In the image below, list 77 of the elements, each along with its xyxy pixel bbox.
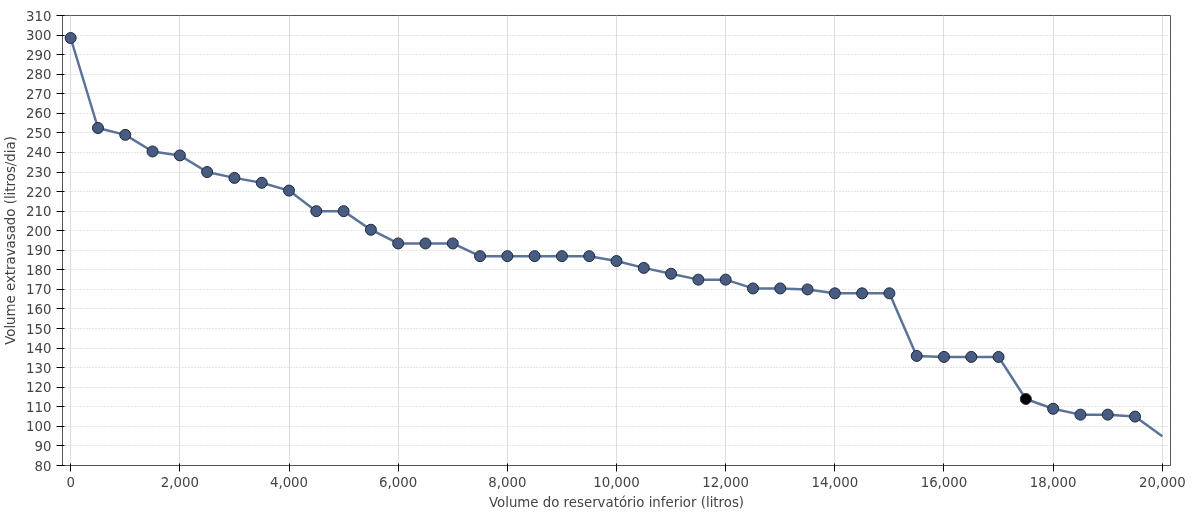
point: [419, 237, 432, 250]
y-tick-label: 170: [26, 282, 52, 298]
y-tick-label: 110: [26, 399, 52, 415]
point: [119, 128, 132, 141]
y-tick-label: 190: [26, 243, 52, 259]
point: [283, 184, 296, 197]
y-tick-label: 130: [26, 360, 52, 376]
y-tick-label: 220: [26, 184, 52, 200]
y-tick-label: 310: [26, 8, 52, 24]
point: [474, 250, 487, 263]
point: [173, 149, 186, 162]
y-tick-label: 300: [26, 28, 52, 44]
point: [1019, 392, 1032, 405]
x-axis-title: Volume do reservatório inferior (litros): [488, 494, 745, 510]
y-tick-label: 260: [26, 106, 52, 122]
point: [337, 205, 350, 218]
x-tick-label: 10,000: [593, 474, 640, 490]
point: [501, 250, 514, 263]
y-axis-title: Volume extravasado (litros/dia): [3, 136, 19, 345]
point: [801, 283, 814, 296]
point: [965, 350, 978, 363]
point: [856, 287, 869, 300]
point: [364, 223, 377, 236]
point: [255, 176, 268, 189]
point: [228, 171, 241, 184]
y-tick-label: 230: [26, 165, 52, 181]
point: [64, 32, 77, 44]
x-tick-label: 16,000: [920, 474, 968, 490]
y-tick-label: 90: [34, 438, 52, 454]
point: [910, 349, 923, 362]
y-tick-label: 290: [26, 47, 52, 63]
point: [446, 237, 459, 250]
point: [528, 250, 541, 263]
y-tick-label: 270: [26, 86, 52, 102]
point: [665, 267, 678, 280]
y-tick-label: 210: [26, 204, 52, 220]
point: [774, 282, 787, 295]
y-tick-label: 120: [26, 380, 52, 396]
point: [883, 287, 896, 300]
x-tick-label: 12,000: [702, 474, 749, 490]
point: [1047, 402, 1060, 415]
x-tick-label: 20,000: [1139, 474, 1186, 490]
y-tick-label: 100: [26, 419, 52, 435]
point: [583, 250, 596, 263]
point: [937, 350, 950, 363]
y-tick-label: 180: [26, 262, 52, 278]
y-tick-label: 140: [26, 341, 52, 357]
x-tick-label: 2,000: [160, 474, 199, 490]
y-tick-label: 150: [26, 321, 52, 337]
point: [91, 122, 104, 134]
point: [1129, 410, 1142, 423]
x-tick-label: 6,000: [379, 474, 418, 490]
point: [555, 250, 568, 263]
point: [201, 166, 214, 179]
point: [637, 261, 650, 274]
point: [392, 237, 405, 250]
x-tick-label: 18,000: [1029, 474, 1077, 490]
y-tick-label: 280: [26, 67, 52, 83]
x-tick-label: 4,000: [269, 474, 309, 490]
point: [828, 287, 841, 300]
point: [1101, 408, 1114, 421]
x-tick-label: 0: [66, 474, 75, 490]
x-tick-label: 8,000: [488, 474, 527, 490]
point: [610, 255, 623, 268]
y-tick-label: 80: [34, 458, 52, 474]
point: [310, 205, 323, 218]
y-tick-label: 200: [26, 223, 52, 239]
point: [692, 273, 705, 286]
point: [146, 145, 159, 158]
y-tick-label: 240: [26, 145, 52, 161]
x-tick-label: 14,000: [811, 474, 859, 490]
y-tick-label: 160: [26, 301, 52, 317]
point: [719, 273, 732, 286]
point: [1074, 408, 1087, 421]
point: [992, 350, 1005, 363]
point: [746, 282, 759, 295]
y-tick-label: 250: [26, 125, 52, 141]
